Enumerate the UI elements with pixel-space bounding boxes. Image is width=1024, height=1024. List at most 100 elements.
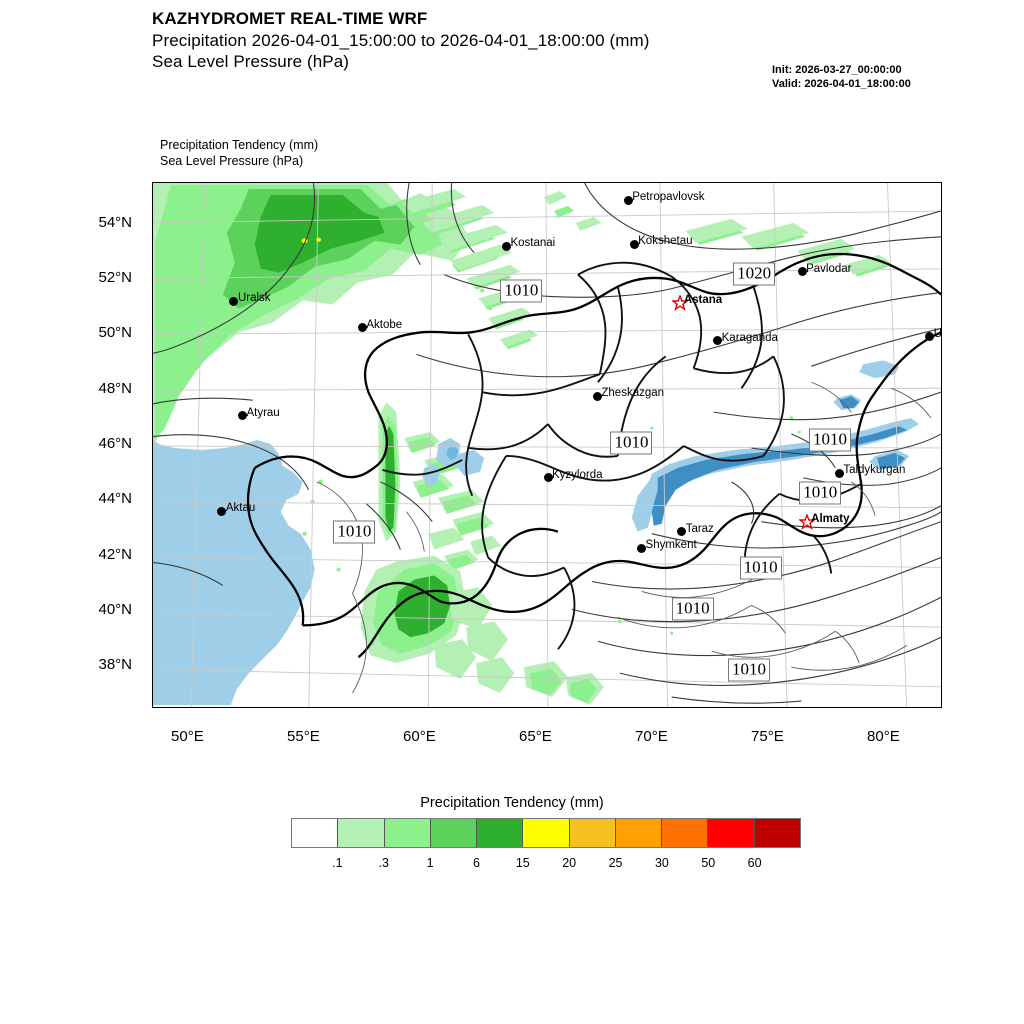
isobar-label: 1010 [728, 658, 771, 682]
city-dot-icon [229, 296, 239, 306]
isobar-label: 1020 [733, 262, 776, 286]
colorbar-segment-2 [384, 819, 431, 847]
capital-star-icon [671, 294, 688, 311]
colorbar-title: Precipitation Tendency (mm) [420, 795, 604, 811]
x-axis-label: 75°E [751, 728, 784, 745]
header-block: KAZHYDROMET REAL-TIME WRF Precipitation … [152, 8, 912, 73]
colorbar-segment-8 [662, 819, 709, 847]
city-dot-icon [357, 323, 367, 332]
y-axis-tick [152, 557, 153, 558]
colorbar-segment-1 [338, 819, 385, 847]
x-axis-label: 60°E [403, 728, 436, 745]
run-timestamps: Init: 2026-03-27_00:00:00 Valid: 2026-04… [772, 64, 911, 91]
colorbar-segment-6 [569, 819, 616, 847]
colorbar-segment-10 [754, 819, 800, 847]
colorbar-segment-5 [523, 819, 570, 847]
y-axis-label: 50°N [98, 324, 132, 342]
map-plot-area: Petropavlovsk Kostanai Kokshetau Pavlodar Ur… [152, 182, 942, 708]
x-axis-label: 50°E [171, 728, 204, 745]
city-dot-icon [677, 527, 687, 537]
national-borders [246, 252, 941, 659]
y-axis-tick [152, 446, 153, 447]
isobar-contours [153, 183, 941, 704]
y-axis-label: 38°N [98, 656, 132, 674]
y-axis-label: 48°N [98, 379, 132, 397]
colorbar-tick: 20 [562, 856, 577, 870]
y-axis-tick [152, 225, 153, 226]
isobar-label: 1010 [799, 481, 842, 505]
city-dot-icon [543, 473, 553, 483]
city-label: Kokshetau [638, 235, 693, 248]
city-label: Astana [683, 293, 723, 306]
header-pressure-line: Sea Level Pressure (hPa) [152, 52, 350, 71]
y-axis-label: 44°N [98, 490, 132, 508]
colorbar-tick: 30 [654, 856, 669, 870]
colorbar-segment-7 [615, 819, 663, 847]
isobar-label: 1010 [610, 431, 653, 455]
weather-map-canvas [153, 183, 941, 707]
city-label: Petropavlovsk [632, 191, 705, 204]
y-axis-label: 40°N [98, 601, 132, 619]
y-axis-label: 46°N [98, 435, 132, 452]
colorbar-tick: 1 [426, 856, 434, 870]
subcaption-pressure: Sea Level Pressure (hPa) [160, 154, 304, 168]
y-axis-tick [152, 501, 153, 502]
city-dot-icon [925, 332, 935, 342]
isobar-label: 1010 [671, 597, 714, 621]
city-label: Almaty [811, 513, 850, 526]
x-axis-label: 55°E [287, 728, 320, 745]
city-dot-icon [501, 241, 511, 251]
city-label: Aktobe [366, 318, 403, 331]
city-label: Shymkent [645, 539, 697, 552]
valid-time: Valid: 2026-04-01_18:00:00 [772, 77, 911, 90]
colorbar-tick: 25 [608, 856, 623, 870]
city-label: Taraz [685, 522, 714, 535]
city-label: Taldykurgan [843, 464, 906, 477]
y-axis-label: 52°N [98, 268, 132, 286]
colorbar-tick: 15 [515, 856, 530, 870]
colorbar-segment-3 [430, 819, 478, 847]
city-label: Uralsk [237, 292, 271, 305]
colorbar-segment-4 [477, 819, 524, 847]
city-dot-icon [623, 195, 633, 205]
isobar-label: 1010 [333, 520, 376, 544]
colorbar [291, 818, 801, 848]
x-axis-label: 80°E [867, 728, 900, 745]
x-axis-label: 70°E [635, 728, 668, 745]
y-axis-tick [152, 667, 153, 668]
city-label: Karaganda [721, 331, 778, 344]
city-dot-icon [629, 239, 639, 249]
colorbar-tick: 50 [701, 856, 716, 870]
isobar-label: 1010 [500, 279, 543, 303]
city-label: Kyzylorda [552, 468, 603, 481]
city-dot-icon [637, 543, 647, 553]
x-axis-label: 65°E [519, 728, 552, 745]
colorbar-tick: .3 [378, 856, 389, 870]
city-label: Atyrau [246, 406, 280, 419]
city-label: Ustkamen [933, 327, 942, 340]
y-axis-tick [152, 280, 153, 281]
y-axis-label: 54°N [98, 213, 132, 231]
city-dot-icon [797, 267, 807, 277]
y-axis-tick [152, 612, 153, 613]
plot-subcaption: Precipitation Tendency (mm) Sea Level Pr… [160, 137, 318, 169]
city-label: Aktau [225, 502, 256, 515]
city-dot-icon [237, 411, 247, 421]
colorbar-segment-9 [708, 819, 755, 847]
city-dot-icon [217, 506, 227, 516]
city-dot-icon [592, 391, 602, 401]
y-axis-tick [152, 391, 153, 392]
colorbar-tick: 6 [472, 856, 480, 870]
precipitation-shading [153, 183, 892, 706]
isobar-label: 1010 [808, 428, 851, 452]
capital-star-icon [799, 514, 816, 531]
city-label: Pavlodar [806, 262, 852, 275]
city-dot-icon [713, 336, 723, 346]
y-axis-tick [152, 335, 153, 336]
y-axis-label: 42°N [98, 545, 132, 563]
subcaption-precip: Precipitation Tendency (mm) [160, 138, 319, 152]
city-label: Zheskazgan [601, 387, 665, 400]
colorbar-tick: 60 [747, 856, 762, 870]
isobar-label: 1010 [739, 556, 782, 580]
colorbar-segment-0 [292, 819, 339, 847]
